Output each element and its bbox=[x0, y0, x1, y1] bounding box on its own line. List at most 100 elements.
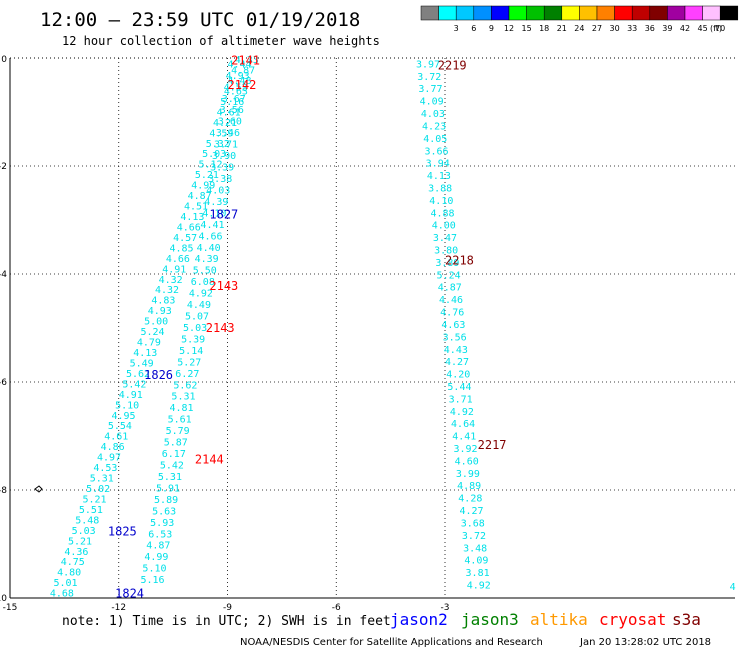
pass-number: 2144 bbox=[195, 453, 224, 467]
wave-height-value: 3.66 bbox=[424, 146, 448, 157]
wave-height-value: 4.32 bbox=[155, 285, 179, 296]
color-legend: 3 6 9 12 15 18 21 24 27 30 33 36 39 42 45 70 bbox=[420, 5, 739, 33]
wave-height-value: 3.39 bbox=[210, 163, 234, 174]
wave-height-value: 4.93 bbox=[226, 71, 250, 82]
legend-tick-label: 70 bbox=[715, 24, 725, 33]
wave-height-value: 4.91 bbox=[162, 264, 186, 275]
wave-height-value: 6.08 bbox=[191, 277, 215, 288]
satellite-name: jason2 bbox=[390, 610, 448, 629]
legend-tick-label: 24 bbox=[574, 24, 584, 33]
wave-height-value: 4.76 bbox=[440, 308, 464, 319]
wave-height-value: 5.10 bbox=[115, 400, 139, 411]
wave-height-value: 3.46 bbox=[216, 128, 240, 139]
wave-height-value: 5.16 bbox=[220, 97, 244, 108]
wave-height-value: 4.63 bbox=[441, 320, 465, 331]
wave-height-value: 4.59 bbox=[209, 128, 233, 139]
pass-number: 1827 bbox=[209, 208, 238, 222]
legend-swatch bbox=[543, 5, 563, 21]
wave-height-value: 4.53 bbox=[93, 463, 117, 474]
legend-tick-label: 12 bbox=[504, 24, 514, 33]
wave-height-value: 4.92 bbox=[189, 289, 213, 300]
wave-height-value: 3.72 bbox=[417, 72, 441, 83]
wave-height-value: 4.09 bbox=[420, 97, 444, 108]
legend-swatch bbox=[508, 5, 527, 21]
legend-swatch bbox=[596, 5, 615, 21]
wave-height-value: 4.43 bbox=[444, 345, 468, 356]
wave-height-value: 3.56 bbox=[443, 332, 467, 343]
wave-height-value: 6.27 bbox=[175, 369, 199, 380]
wave-height-value: 4.75 bbox=[61, 557, 85, 568]
legend-swatch bbox=[455, 5, 475, 21]
legend-tick-label: 42 bbox=[680, 24, 690, 33]
wave-height-value: 4.09 bbox=[464, 556, 488, 567]
legend-tick-label: 30 bbox=[610, 24, 620, 33]
wave-height-value: 4.03 bbox=[206, 185, 230, 196]
wave-height-value: 5.49 bbox=[130, 358, 154, 369]
lat-tick-label: -8 bbox=[0, 486, 7, 496]
legend-swatch bbox=[438, 5, 457, 21]
wave-height-value: 4.85 bbox=[170, 243, 194, 254]
legend-unit: (ft) bbox=[710, 24, 722, 33]
wave-height-value: 4.00 bbox=[432, 221, 456, 232]
wave-height-value: 5.61 bbox=[168, 415, 192, 426]
legend-swatch bbox=[667, 5, 686, 21]
wave-height-value: 5.50 bbox=[193, 266, 217, 277]
wave-height-value: 4.33 bbox=[235, 55, 259, 66]
wave-height-value: 3.81 bbox=[466, 568, 490, 579]
lat-tick-label: -10 bbox=[0, 594, 7, 604]
wave-height-value: 5.32 bbox=[206, 139, 230, 150]
wave-height-value: 4 bbox=[730, 582, 736, 593]
wave-height-value: 3.99 bbox=[456, 469, 480, 480]
wave-height-value: 5.62 bbox=[126, 369, 150, 380]
legend-swatch bbox=[526, 5, 545, 21]
wave-height-value: 4.20 bbox=[446, 370, 470, 381]
legend-tick-label: 6 bbox=[471, 24, 476, 33]
legend-tick-label: 45 bbox=[698, 24, 708, 33]
footer-timestamp: Jan 20 13:28:02 UTC 2018 bbox=[579, 637, 711, 648]
pass-number: 2143 bbox=[209, 279, 238, 293]
wave-height-value: 5.51 bbox=[79, 505, 103, 516]
wave-height-value: 4.10 bbox=[429, 196, 453, 207]
wave-height-value: 5.31 bbox=[158, 472, 182, 483]
wave-height-value: 5.01 bbox=[54, 578, 78, 589]
wave-height-value: 4.95 bbox=[112, 411, 136, 422]
legend-swatch bbox=[649, 5, 668, 21]
lon-tick-label: -3 bbox=[441, 603, 450, 613]
wave-height-value: 5.31 bbox=[171, 392, 195, 403]
wave-height-value: 4.48 bbox=[228, 76, 252, 87]
wave-height-value: 4.27 bbox=[460, 506, 484, 517]
wave-height-value: 4.13 bbox=[133, 348, 157, 359]
legend-tick-label: 9 bbox=[489, 24, 494, 33]
wave-height-value: 4.39 bbox=[204, 197, 228, 208]
wave-height-value: 4.66 bbox=[177, 222, 201, 233]
wave-height-value: 3.88 bbox=[428, 183, 452, 194]
legend-swatch bbox=[631, 5, 651, 21]
legend-tick-label: 18 bbox=[539, 24, 549, 33]
wave-height-value: 6.53 bbox=[148, 529, 172, 540]
wave-height-value: 5.27 bbox=[177, 357, 201, 368]
wave-height-value: 5.91 bbox=[156, 483, 180, 494]
wave-height-value: 4.32 bbox=[159, 275, 183, 286]
wave-height-value: 4.10 bbox=[202, 208, 226, 219]
wave-height-value: 3.89 bbox=[435, 258, 459, 269]
wave-height-value: 5.14 bbox=[179, 346, 203, 357]
legend-swatch bbox=[473, 5, 492, 21]
wave-height-value: 4.46 bbox=[439, 295, 463, 306]
wave-height-value: 5.21 bbox=[195, 170, 219, 181]
satellite-name: cryosat bbox=[599, 610, 666, 629]
map-title: 12:00 – 23:59 UTC 01/19/2018 bbox=[40, 9, 360, 31]
legend-swatch bbox=[579, 5, 598, 21]
wave-height-value: 5.00 bbox=[144, 317, 168, 328]
lat-tick-label: -6 bbox=[0, 378, 7, 388]
wave-height-value: 5.42 bbox=[122, 379, 146, 390]
wave-height-value: 5.10 bbox=[142, 564, 166, 575]
lon-tick-label: -9 bbox=[223, 603, 232, 613]
wave-height-value: 4.52 bbox=[224, 82, 248, 93]
wave-height-value: 4.03 bbox=[421, 109, 445, 120]
wave-height-value: 3.56 bbox=[220, 105, 244, 116]
legend-tick-label: 15 bbox=[522, 24, 532, 33]
wave-height-value: 4.57 bbox=[173, 233, 197, 244]
wave-height-value: 5.12 bbox=[199, 160, 223, 171]
wave-height-value: 4.49 bbox=[187, 300, 211, 311]
